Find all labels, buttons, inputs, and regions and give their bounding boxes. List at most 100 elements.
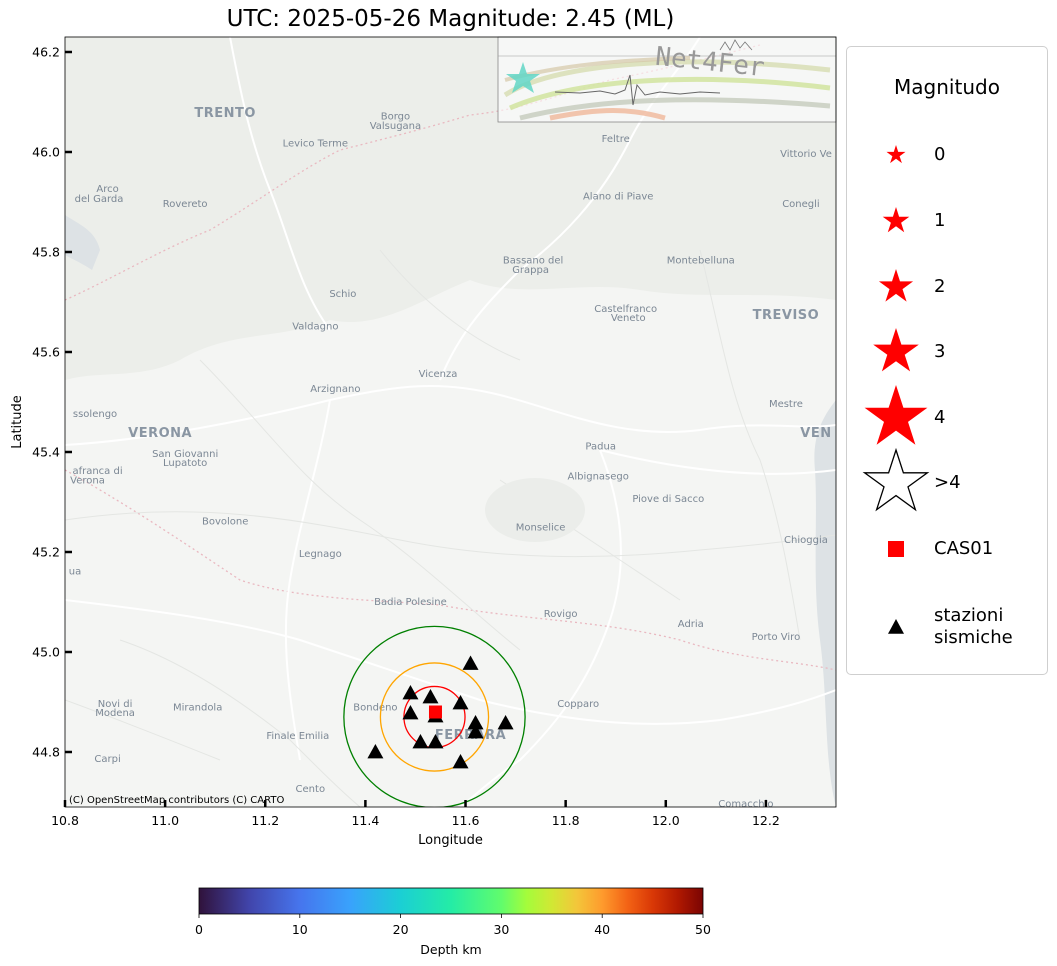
legend-label: 1 (934, 210, 946, 231)
place-label: Levico Terme (283, 139, 348, 150)
x-tick-label: 11.4 (351, 813, 379, 828)
place-label: Montebelluna (667, 256, 735, 267)
colorbar-tick-label: 50 (695, 922, 711, 937)
place-label: Finale Emilia (266, 731, 329, 742)
legend-item: stazioni sismiche (847, 587, 1047, 667)
place-label: Veneto (611, 313, 646, 324)
x-tick-label: 11.2 (251, 813, 279, 828)
map-attribution: (C) OpenStreetMap contributors (C) CARTO (69, 795, 284, 806)
star-open-symbol (862, 447, 930, 512)
colorbar-label: Depth km (420, 942, 481, 957)
y-tick-label: 46.2 (32, 45, 60, 60)
place-label: Schio (329, 289, 356, 300)
place-label: Mirandola (173, 703, 222, 714)
place-label: Grappa (512, 265, 549, 276)
place-label: Rovigo (544, 609, 578, 620)
y-ticks: 44.8 45.0 45.2 45.4 45.6 45.8 46.0 46.2 (32, 45, 72, 760)
station-marker (467, 724, 484, 739)
magnitude-legend: Magnitudo 0 1 2 3 4 >4 CAS01 stazioni sismiche (846, 46, 1048, 675)
station-marker (462, 655, 479, 670)
star-symbol (864, 385, 928, 445)
place-label: Vicenza (419, 369, 458, 380)
colorbar-ticks: 0 10 20 30 40 50 (195, 914, 711, 937)
place-label: Arzignano (310, 384, 360, 395)
place-label: Bassano del (503, 256, 563, 267)
legend-item: 2 (847, 247, 1047, 327)
legend-label: CAS01 (934, 538, 994, 559)
star-symbol (873, 328, 919, 372)
legend-item: >4 (847, 443, 1047, 523)
x-tick-label: 11.6 (452, 813, 480, 828)
star-symbol (878, 269, 914, 302)
place-label: Chioggia (784, 535, 828, 546)
place-label: del Garda (75, 194, 124, 205)
station-marker (497, 715, 514, 730)
axes-frame (64, 36, 837, 808)
station-marker (367, 744, 384, 759)
place-label: TRENTO (194, 106, 256, 121)
net4fer-logo: Net4Fer (497, 36, 837, 123)
place-label: Piove di Sacco (632, 494, 704, 505)
place-label: Comacchio (718, 799, 773, 810)
legend-label: 3 (934, 341, 946, 362)
place-label: Monselice (516, 523, 566, 534)
legend-title: Magnitudo (894, 75, 1000, 99)
y-tick-label: 45.2 (32, 545, 60, 560)
station-marker (467, 715, 484, 730)
station-marker (422, 689, 439, 704)
colorbar-tick-label: 40 (594, 922, 610, 937)
place-label: Modena (95, 708, 135, 719)
station-marker (452, 695, 469, 710)
place-label: Borgo (381, 112, 410, 123)
colorbar-tick-label: 30 (493, 922, 509, 937)
place-label: Cento (296, 784, 326, 795)
station-marker (427, 734, 444, 749)
x-ticks: 10.8 11.0 11.2 11.4 11.6 11.8 12.0 12.2 (51, 800, 780, 828)
place-label: Novi di (98, 699, 133, 710)
place-label: Mestre (769, 399, 803, 410)
place-label: Badia Polesine (374, 597, 447, 608)
place-label: Albignasego (567, 472, 628, 483)
station-marker (402, 685, 419, 700)
place-label: Bovolone (202, 517, 248, 528)
legend-item: 4 (847, 378, 1047, 458)
depth-colorbar (198, 887, 704, 915)
chart-title: UTC: 2025-05-26 Magnitude: 2.45 (ML) (226, 6, 675, 32)
place-label: Bondeno (353, 703, 397, 714)
x-tick-label: 12.0 (652, 813, 680, 828)
y-tick-label: 45.4 (32, 445, 60, 460)
station-marker (452, 754, 469, 769)
legend-label: >4 (934, 472, 961, 493)
legend-item: 1 (847, 181, 1047, 261)
colorbar-tick-label: 20 (393, 922, 409, 937)
place-label: San Giovanni (152, 449, 218, 460)
square-symbol (888, 541, 904, 557)
legend-label: 4 (934, 407, 946, 428)
place-label: Rovereto (163, 199, 208, 210)
place-label: TREVISO (753, 308, 820, 323)
star-symbol (886, 145, 906, 164)
x-tick-label: 11.8 (552, 813, 580, 828)
place-label: Castelfranco (594, 304, 657, 315)
triangle-symbol (888, 619, 904, 634)
y-tick-label: 46.0 (32, 145, 60, 160)
y-tick-label: 45.0 (32, 645, 60, 660)
basemap (65, 37, 836, 807)
x-axis-label: Longitude (418, 833, 483, 848)
place-label: Alano di Piave (583, 192, 653, 203)
y-tick-label: 45.8 (32, 245, 60, 260)
place-label: Vittorio Ve (780, 149, 832, 160)
y-tick-label: 45.6 (32, 345, 60, 360)
x-tick-label: 12.2 (752, 813, 780, 828)
place-label: Arco (96, 184, 118, 195)
legend-label: 0 (934, 144, 946, 165)
x-tick-label: 11.0 (151, 813, 179, 828)
colorbar-tick-label: 0 (195, 922, 203, 937)
place-label: Legnago (299, 549, 342, 560)
place-label: Copparo (557, 699, 599, 710)
station-marker (402, 705, 419, 720)
distance-ring (379, 662, 490, 772)
place-label: ssolengo (73, 409, 117, 420)
